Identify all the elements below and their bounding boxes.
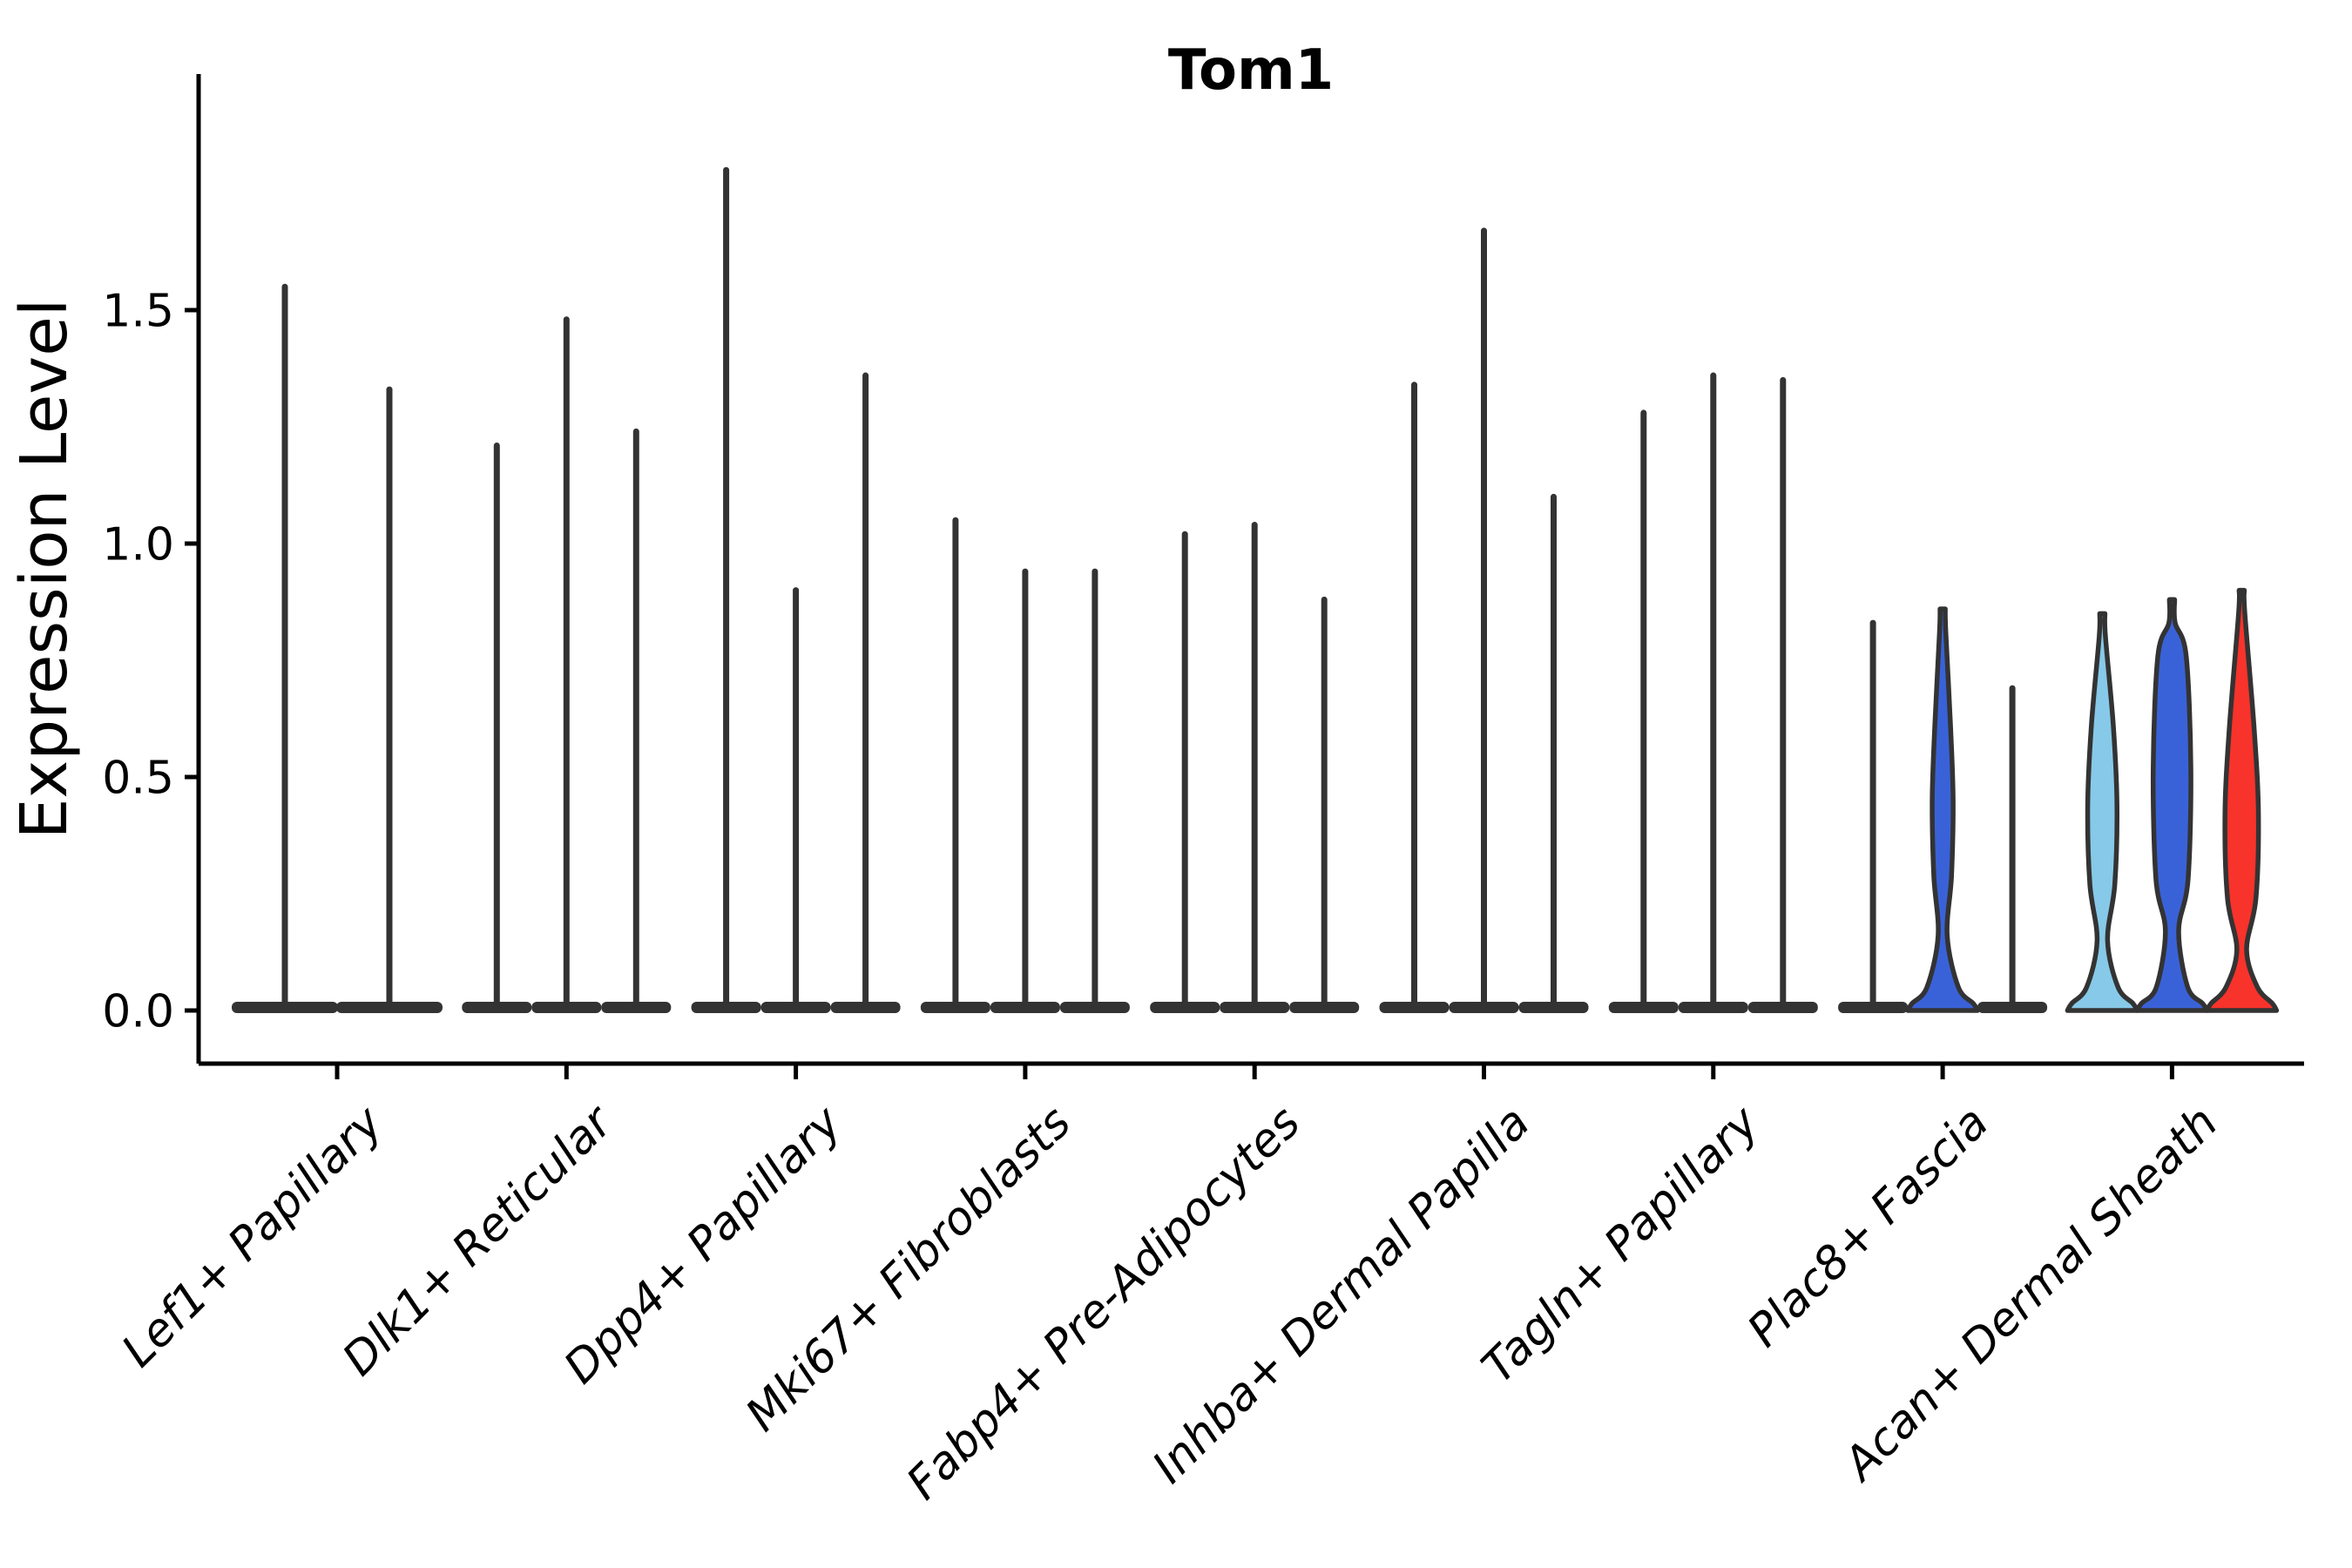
- violin-filled: [2134, 597, 2210, 1013]
- y-tick-label: 0.5: [102, 753, 174, 805]
- violin-filled: [1905, 606, 1980, 1013]
- violin-filled: [2204, 587, 2280, 1013]
- y-tick-label: 0.0: [102, 986, 174, 1038]
- axes-layer: [196, 74, 2304, 1066]
- violins-layer: [232, 166, 2280, 1013]
- y-tick-label: 1.5: [102, 286, 174, 338]
- violin-filled: [2065, 611, 2140, 1013]
- y-axis-label: Expression Level: [7, 299, 82, 840]
- y-tick-label: 1.0: [102, 519, 174, 571]
- y-axis-ticks: 0.0 0.5 1.0 1.5: [102, 286, 199, 1038]
- plot-title: Tom1: [1168, 38, 1334, 103]
